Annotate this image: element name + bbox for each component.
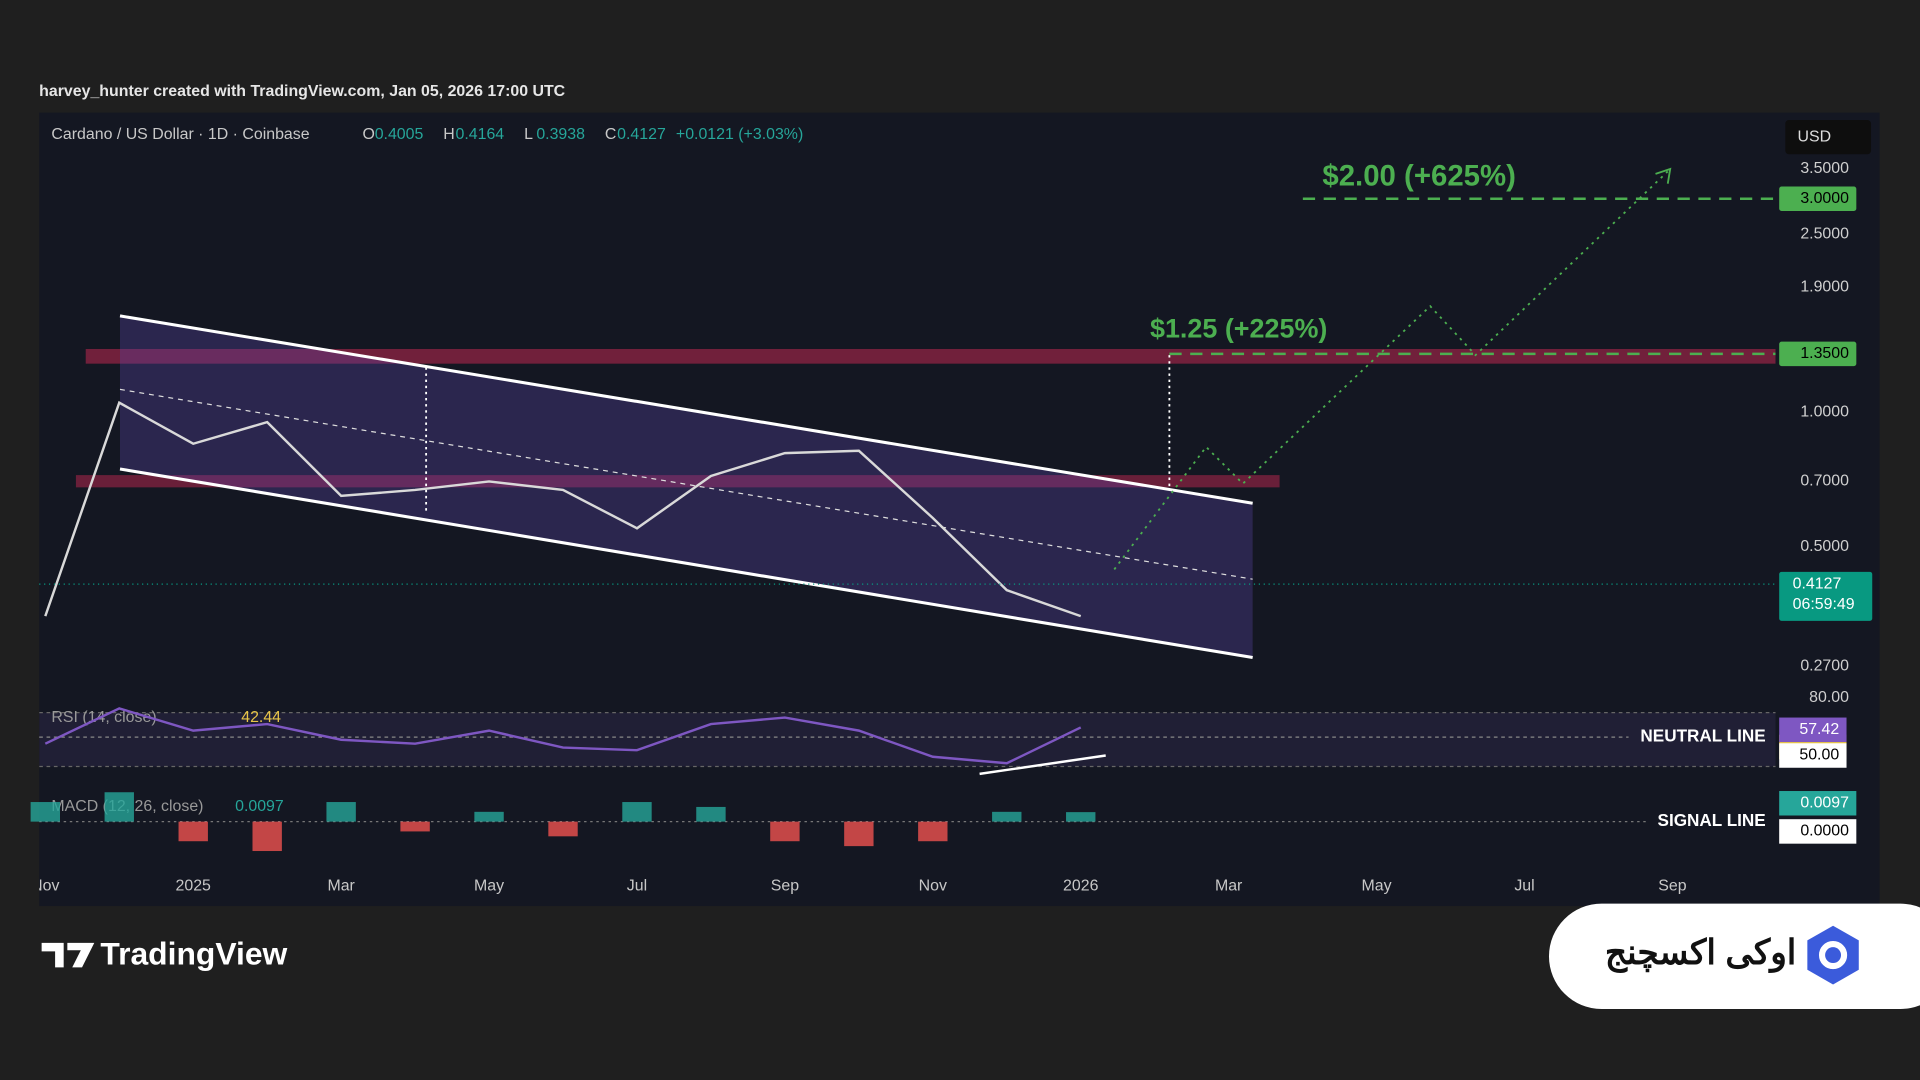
support-zone [75,475,1280,488]
channel-fill [120,315,1253,658]
level-tag [1779,186,1857,212]
macd-tag-label: 0.0097 [1800,794,1849,811]
macd-bar [844,821,874,847]
chart-panel [39,112,1880,907]
y-tick-label: 0.2700 [1800,658,1849,675]
rsi-neutral-tag [1779,743,1847,768]
macd-bar [104,792,134,822]
x-tick-label: Jul [627,878,647,895]
macd-bar [548,821,578,837]
level-tag [1779,341,1857,367]
y-tick-label: 0.7000 [1800,473,1849,490]
countdown: 06:59:49 [1793,596,1855,613]
macd-bar [918,821,948,842]
x-tick-label: 2025 [176,878,212,895]
y-tick-label: 1.9000 [1800,279,1849,296]
badge-icon [1807,925,1859,985]
x-tick-label: 2026 [1063,878,1099,895]
rsi-title: RSI (14, close) [51,709,156,726]
ohlc: O 0.4005 H 0.4164 L 0.3938 C 0.4127 +0.0121 (+3.… [362,126,803,143]
macd-bar [992,811,1022,822]
x-tick-label: Nov [919,878,947,895]
projection-path [1113,170,1669,570]
logo-mark [41,942,95,968]
x-tick-label: Nov [31,878,59,895]
watermark: TradingView [100,936,287,972]
x-axis: Nov 2025 Mar May Jul Sep Nov 2026 Mar May Jul Sep [31,878,1687,895]
rsi-neutral-tag-label: 50.00 [1799,747,1839,764]
channel-lower [119,467,1253,660]
ohlc-letter: L [524,126,533,143]
rsi-tick-label: 80.00 [1809,689,1849,706]
macd-bar [622,802,652,822]
target-label: $2.00 (+625%) [1322,159,1516,192]
macd-value: 0.0097 [235,798,284,815]
ohlc-value: 0.4005 [375,126,424,143]
neutral-line-label: NEUTRAL LINE [1640,726,1765,746]
rsi-tag [1779,717,1847,743]
x-tick-label: Sep [771,878,799,895]
projection-arrow [1655,167,1672,184]
ohlc-value: 0.4164 [456,126,505,143]
level-tag-label: 3.0000 [1800,190,1849,207]
price-line [44,400,1082,618]
badge-text: اوکی اکسچنج [1605,934,1796,973]
y-tick-label: 0.5000 [1800,538,1849,555]
ohlc-letter: H [443,126,454,143]
rsi-line [44,707,1082,765]
level-tag-label: 1.3500 [1800,345,1849,362]
chart-title: Cardano / US Dollar · 1D · Coinbase [51,126,309,143]
ohlc-change: +0.0121 (+3.03%) [676,126,803,143]
macd-bar [178,821,208,842]
x-tick-label: Sep [1658,878,1686,895]
rsi-ma-value: 42.44 [241,709,281,726]
ohlc-letter: O [362,126,374,143]
macd-bar [696,806,726,822]
channel-upper [119,314,1253,505]
price-tag-label: 0.4127 [1793,575,1842,592]
drawings [39,167,1776,776]
ohlc-letter: C [605,126,617,143]
currency: USD [1798,128,1832,145]
macd-bar [770,821,800,842]
macd-bar [400,821,430,832]
macd-zero-tag-label: 0.0000 [1800,823,1849,840]
macd-bar [252,821,282,852]
rsi-band [39,712,1776,767]
macd-bar [326,802,356,822]
badge-icon-ring [1818,941,1848,970]
currency-box [1785,120,1872,155]
macd-bar [1066,812,1096,822]
rsi-tag-label: 57.42 [1799,721,1839,738]
y-tick-label: 3.5000 [1800,160,1849,177]
signal-line-label: SIGNAL LINE [1658,810,1766,830]
x-tick-label: Mar [1215,878,1243,895]
x-tick-label: May [474,878,504,895]
macd-bar [30,802,60,822]
y-tick-label: 2.5000 [1800,225,1849,242]
resistance-zone [85,348,1776,364]
x-tick-label: May [1362,878,1392,895]
logo: TradingView [41,936,288,972]
rsi-trendline [979,754,1106,776]
ohlc-value: 0.3938 [536,126,585,143]
macd-zero-tag [1779,819,1857,844]
x-tick-label: Jul [1514,878,1534,895]
x-tick-label: Mar [327,878,355,895]
attribution: harvey_hunter created with TradingView.c… [39,83,566,100]
macd-bar [474,811,504,822]
ohlc-value: 0.4127 [617,126,666,143]
macd-tag [1779,791,1857,816]
price-tag [1779,571,1873,621]
target-label: $1.25 (+225%) [1150,314,1327,344]
y-tick-label: 1.0000 [1800,403,1849,420]
